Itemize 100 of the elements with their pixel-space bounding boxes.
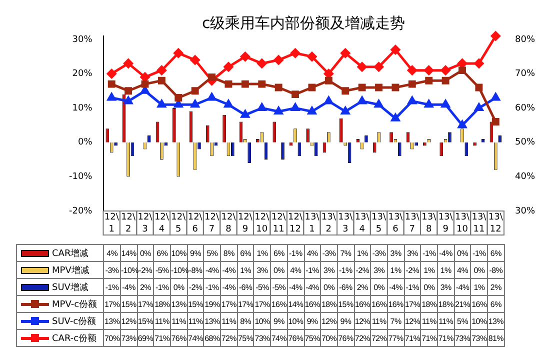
data-label: 3%: [370, 262, 388, 278]
x-tick-label: 13\8: [422, 212, 438, 234]
y-tick-label: -10%: [68, 172, 93, 182]
data-label: 0%: [370, 278, 388, 296]
data-label: 9%: [304, 312, 321, 330]
chart-title: c级乘用车内部份额及增减走势: [202, 14, 406, 32]
y-tick-label: 30%: [72, 34, 93, 45]
x-tick-label: 12\2: [121, 212, 137, 234]
data-label: -1%: [420, 244, 438, 262]
x-tick-label: 13\11: [472, 212, 488, 234]
data-label: 12%: [404, 312, 421, 330]
x-tick-label: 12\3: [138, 212, 154, 234]
data-label: 12%: [320, 312, 338, 330]
data-label: -4%: [387, 278, 404, 296]
data-label: -6%: [337, 278, 354, 296]
data-label: -5%: [270, 278, 288, 296]
data-label: 0%: [420, 278, 438, 296]
data-label: 2%: [488, 278, 504, 296]
data-label: 11%: [438, 312, 454, 330]
data-label: -8%: [187, 262, 204, 278]
y2-tick-label: 30%: [514, 206, 536, 216]
x-tick-label: 13\7: [404, 212, 420, 234]
data-label: 4%: [287, 262, 304, 278]
data-label: 3%: [320, 262, 338, 278]
legend-label: SUV-c份额: [52, 316, 96, 326]
data-label: -1%: [404, 278, 421, 296]
data-label: -1%: [104, 278, 120, 296]
y-tick-label: 0%: [78, 138, 93, 148]
data-label: 5%: [454, 312, 471, 330]
data-label: -4%: [287, 278, 304, 296]
data-label: 1%: [438, 262, 454, 278]
x-tick-label: 12\5: [171, 212, 187, 234]
y2-tick-label: 80%: [514, 34, 536, 45]
data-label: 16%: [470, 296, 488, 312]
data-label: 17%: [220, 296, 238, 312]
data-label: 9%: [270, 312, 288, 330]
data-label: -3%: [320, 244, 338, 262]
data-label: 18%: [154, 296, 170, 312]
data-label: 19%: [204, 296, 221, 312]
data-label: 73%: [254, 330, 271, 346]
x-tick-label: 12\7: [204, 212, 220, 234]
data-label: 15%: [120, 296, 138, 312]
data-label: -10%: [120, 262, 138, 278]
data-label: 21%: [454, 296, 471, 312]
data-label: 13%: [104, 312, 120, 330]
data-label: 9%: [337, 312, 354, 330]
data-label: 17%: [254, 296, 271, 312]
x-tick-label: 13\4: [354, 212, 370, 234]
data-label: -4%: [220, 278, 238, 296]
data-label: -4%: [120, 278, 138, 296]
data-label: 74%: [187, 330, 204, 346]
data-label: -6%: [237, 278, 254, 296]
data-label: -1%: [287, 244, 304, 262]
data-label: 0%: [137, 244, 154, 262]
data-label: 0%: [270, 262, 288, 278]
data-label: 11%: [220, 312, 238, 330]
data-label: 5%: [204, 244, 221, 262]
data-label: 69%: [137, 330, 154, 346]
data-label: 6%: [488, 244, 504, 262]
x-tick-label: 12\4: [154, 212, 170, 234]
x-tick-label: 12\11: [271, 212, 287, 234]
data-label: 1%: [237, 262, 254, 278]
data-label: 73%: [454, 330, 471, 346]
data-label: 10%: [287, 312, 304, 330]
data-label: 71%: [438, 330, 454, 346]
x-tick-label: 13\1: [304, 212, 320, 234]
data-label: 16%: [387, 296, 404, 312]
data-label: 11%: [154, 312, 170, 330]
x-tick-label: 12\8: [221, 212, 237, 234]
data-label: 72%: [370, 330, 388, 346]
data-label: 12%: [120, 312, 138, 330]
data-label: 75%: [237, 330, 254, 346]
data-label: 1%: [470, 278, 488, 296]
legend-label: MPV-c份额: [52, 300, 98, 310]
x-tick-label: 13\6: [388, 212, 404, 234]
data-label: -5%: [154, 262, 170, 278]
data-label: 13%: [204, 312, 221, 330]
x-tick-label: 13\12: [488, 212, 504, 234]
data-label: 77%: [387, 330, 404, 346]
legend-label: SUV增减: [52, 282, 88, 292]
data-label: 0%: [470, 262, 488, 278]
data-label: 15%: [187, 296, 204, 312]
data-label: 13%: [488, 312, 504, 330]
x-tick-label: 13\9: [438, 212, 454, 234]
data-label: 6%: [270, 244, 288, 262]
data-label: 3%: [254, 262, 271, 278]
data-label: 8%: [237, 312, 254, 330]
data-label: 14%: [120, 244, 138, 262]
x-tick-label: 12\12: [288, 212, 304, 234]
data-label: 72%: [354, 330, 371, 346]
data-label: 9%: [187, 244, 204, 262]
data-label: -2%: [137, 262, 154, 278]
x-tick-label: 12\9: [238, 212, 254, 234]
data-label: 6%: [154, 244, 170, 262]
data-label: -2%: [187, 278, 204, 296]
y-tick-label: -20%: [68, 206, 93, 216]
data-label: 6%: [237, 244, 254, 262]
data-label: 10%: [470, 312, 488, 330]
data-label: 2%: [137, 278, 154, 296]
legend-label: CAR增减: [52, 248, 89, 258]
